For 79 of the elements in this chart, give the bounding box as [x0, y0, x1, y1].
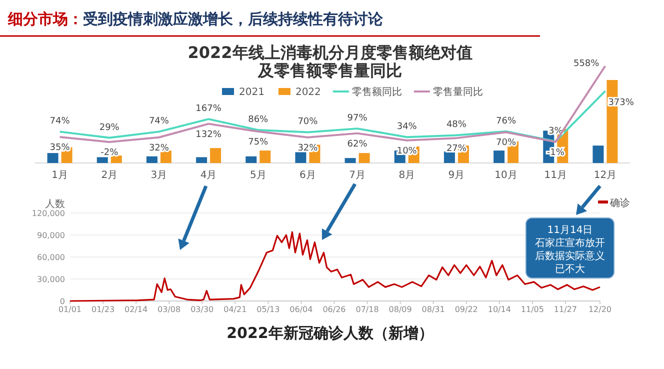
bar [344, 158, 356, 163]
legend-label: 确诊 [609, 197, 630, 209]
bar [47, 153, 58, 163]
y-axis-title: 人数 [45, 199, 65, 210]
data-label: 75% [248, 138, 269, 148]
x-tick-label: 01/01 [58, 305, 82, 314]
data-label: 10% [396, 146, 418, 156]
legend-label: 零售量同比 [432, 86, 483, 98]
x-tick-label: 10月 [494, 170, 518, 181]
bar [592, 146, 604, 163]
bar [260, 150, 271, 163]
data-label: 62% [347, 139, 368, 150]
annotation: 11月14日 [547, 225, 593, 236]
data-label: 167% [196, 104, 222, 114]
bar [96, 157, 108, 163]
data-label: 34% [396, 122, 418, 132]
data-label: 70% [298, 117, 318, 128]
x-tick-label: 02/14 [124, 305, 148, 314]
x-tick-label: 03/30 [190, 305, 214, 314]
legend-label: 2021 [239, 87, 264, 98]
annotation: 石家庄宣布放开后数据实际意义已不大 [535, 237, 605, 275]
y-tick-label: 90,000 [37, 231, 65, 240]
y-tick-label: 120,000 [32, 209, 65, 218]
bar [358, 153, 370, 163]
chart-title: 2022年线上消毒机分月度零售额绝对值及零售额零售量同比 [188, 43, 472, 80]
data-label: -2% [100, 148, 119, 158]
data-label: 132% [196, 130, 222, 140]
data-label: 70% [496, 138, 516, 148]
x-tick-label: 01/23 [92, 305, 115, 314]
x-tick-label: 5月 [250, 170, 266, 181]
bar [146, 156, 158, 163]
bar [196, 157, 208, 163]
y-tick-label: 0 [60, 297, 65, 306]
x-tick-label: 06/26 [322, 305, 346, 314]
text: 细分市场： [7, 10, 83, 28]
x-tick-label: 05/13 [256, 305, 280, 314]
x-tick-label: 11月 [544, 170, 567, 181]
x-tick-label: 6月 [300, 170, 316, 181]
x-tick-label: 06/04 [290, 305, 313, 314]
x-tick-label: 1月 [52, 170, 68, 181]
data-label: 97% [347, 114, 368, 124]
x-tick-label: 04/21 [224, 305, 247, 314]
bar [444, 151, 455, 163]
data-label: -1% [546, 148, 565, 158]
data-label: 29% [99, 122, 120, 133]
data-label: 48% [446, 120, 467, 130]
legend-label: 零售额同比 [352, 86, 402, 98]
data-label: 76% [496, 116, 516, 126]
y-tick-label: 60,000 [37, 253, 65, 262]
x-tick-label: 08/31 [422, 305, 445, 314]
data-label: 86% [248, 115, 269, 126]
x-tick-label: 03/08 [158, 305, 181, 314]
x-tick-label: 09/22 [454, 305, 478, 314]
text: 受到疫情刺激应激增长，后续持续性有待讨论 [82, 10, 384, 28]
text: 2022年新冠确诊人数（新增） [226, 324, 434, 342]
data-label: 74% [50, 116, 70, 127]
x-tick-label: 11/27 [554, 305, 577, 314]
data-label: 35% [50, 142, 70, 153]
x-tick-label: 3月 [150, 170, 168, 181]
data-label: 74% [148, 116, 170, 127]
legend-label: 2022 [295, 87, 321, 98]
data-label: 558% [573, 59, 600, 69]
bar [295, 152, 306, 163]
x-tick-label: 2月 [101, 170, 118, 181]
x-tick-label: 9月 [448, 170, 465, 181]
x-tick-label: 10/14 [488, 305, 511, 314]
x-tick-label: 4月 [200, 170, 217, 181]
y-tick-label: 30,000 [37, 275, 65, 284]
x-tick-label: 11/05 [520, 305, 544, 314]
x-tick-label: 07/18 [356, 305, 379, 314]
bar [246, 156, 257, 163]
bar [210, 148, 222, 163]
x-tick-label: 12月 [594, 170, 617, 181]
x-tick-label: 7月 [349, 170, 366, 181]
x-tick-label: 12/20 [588, 305, 612, 314]
x-tick-label: 8月 [398, 170, 416, 181]
x-tick-label: 08/09 [388, 305, 412, 314]
data-label: 32% [148, 143, 170, 154]
bar [494, 150, 505, 163]
